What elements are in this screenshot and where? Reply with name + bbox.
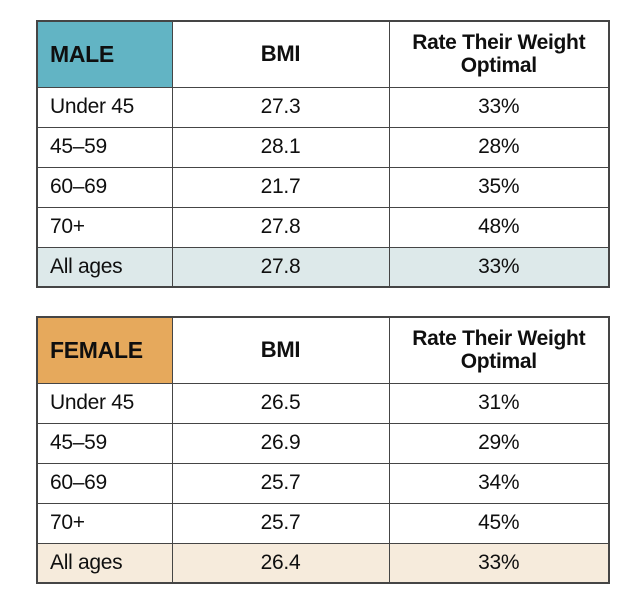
bmi-value: 27.8	[171, 206, 390, 248]
rate-value: 31%	[388, 382, 610, 424]
female-header-row: FEMALE BMI Rate Their Weight Optimal	[36, 316, 610, 384]
table-row: 60–69 25.7 34%	[36, 462, 610, 504]
female-group-label: FEMALE	[36, 316, 173, 384]
rate-value: 34%	[388, 462, 610, 504]
rate-value: 29%	[388, 422, 610, 464]
age-group-label: 60–69	[36, 462, 173, 504]
table-row: 70+ 25.7 45%	[36, 502, 610, 544]
male-table: MALE BMI Rate Their Weight Optimal Under…	[36, 20, 610, 288]
table-row: 45–59 26.9 29%	[36, 422, 610, 464]
table-row: Under 45 27.3 33%	[36, 86, 610, 128]
female-bmi-column-header: BMI	[171, 316, 390, 384]
bmi-value: 25.7	[171, 462, 390, 504]
table-row: 70+ 27.8 48%	[36, 206, 610, 248]
bmi-value: 28.1	[171, 126, 390, 168]
age-group-label: All ages	[36, 542, 173, 584]
bmi-value: 26.5	[171, 382, 390, 424]
male-group-label: MALE	[36, 20, 173, 88]
bmi-value: 21.7	[171, 166, 390, 208]
female-rate-column-header: Rate Their Weight Optimal	[388, 316, 610, 384]
rate-value: 28%	[388, 126, 610, 168]
rate-value: 35%	[388, 166, 610, 208]
age-group-label: 45–59	[36, 422, 173, 464]
bmi-value: 27.8	[171, 246, 390, 288]
bmi-value: 26.9	[171, 422, 390, 464]
female-table: FEMALE BMI Rate Their Weight Optimal Und…	[36, 316, 610, 584]
age-group-label: 70+	[36, 502, 173, 544]
age-group-label: 70+	[36, 206, 173, 248]
rate-value: 33%	[388, 246, 610, 288]
table-row: Under 45 26.5 31%	[36, 382, 610, 424]
rate-value: 48%	[388, 206, 610, 248]
rate-value: 33%	[388, 542, 610, 584]
age-group-label: 60–69	[36, 166, 173, 208]
male-all-ages-row: All ages 27.8 33%	[36, 246, 610, 288]
male-header-row: MALE BMI Rate Their Weight Optimal	[36, 20, 610, 88]
bmi-value: 27.3	[171, 86, 390, 128]
age-group-label: 45–59	[36, 126, 173, 168]
female-all-ages-row: All ages 26.4 33%	[36, 542, 610, 584]
bmi-value: 25.7	[171, 502, 390, 544]
age-group-label: Under 45	[36, 86, 173, 128]
male-bmi-column-header: BMI	[171, 20, 390, 88]
table-row: 45–59 28.1 28%	[36, 126, 610, 168]
rate-value: 33%	[388, 86, 610, 128]
male-rate-column-header: Rate Their Weight Optimal	[388, 20, 610, 88]
age-group-label: Under 45	[36, 382, 173, 424]
bmi-value: 26.4	[171, 542, 390, 584]
age-group-label: All ages	[36, 246, 173, 288]
table-row: 60–69 21.7 35%	[36, 166, 610, 208]
rate-value: 45%	[388, 502, 610, 544]
